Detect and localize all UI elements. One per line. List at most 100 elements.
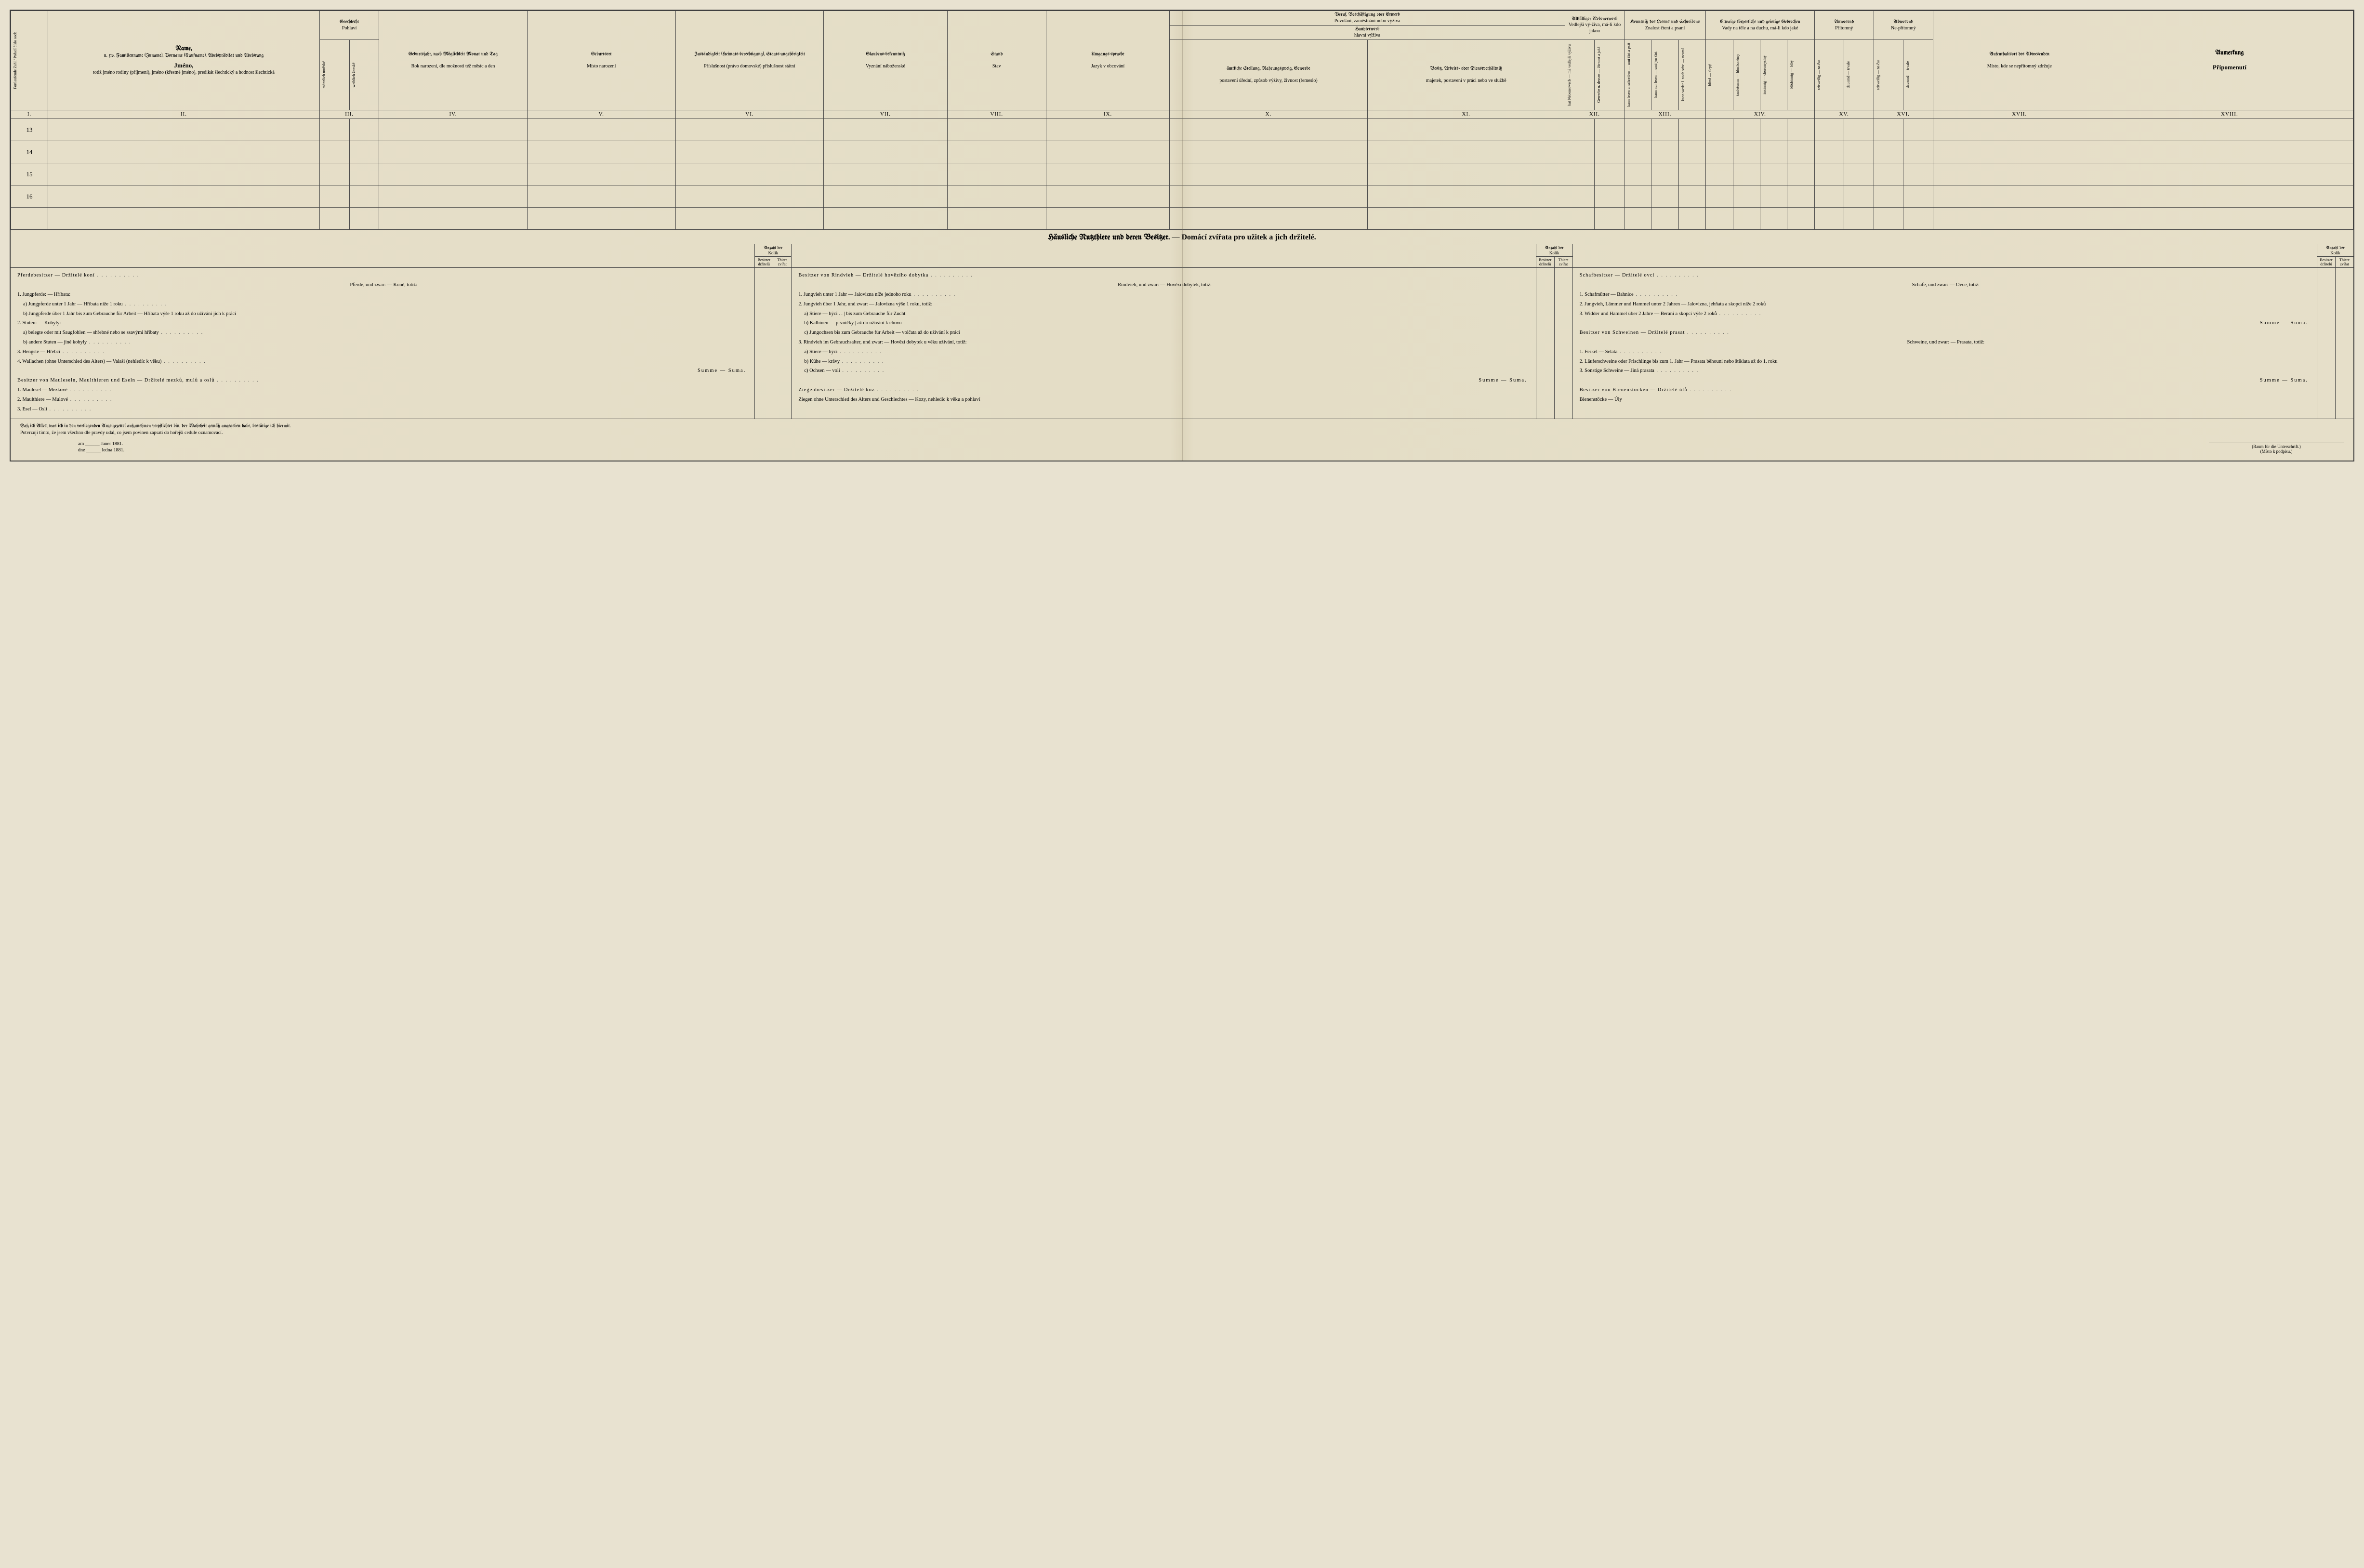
ls1-i1b: b) Jungpferde über 1 Jahr bis zum Gebrau… — [17, 310, 750, 318]
ls3-j1: 1. Ferkel — Selata — [1580, 348, 2312, 356]
col-defects: Etwaige körperliche und geistige Gebrech… — [1706, 11, 1815, 40]
cell — [379, 141, 528, 163]
livestock-title: Häusliche Nutzthiere und deren Besitzer.… — [11, 230, 2353, 244]
rn-10: X. — [1170, 110, 1367, 119]
cell — [1814, 163, 1844, 185]
ls2-h2s: Ziegen ohne Unterschied des Alters und G… — [798, 396, 1531, 404]
cell — [1046, 141, 1169, 163]
cell — [48, 163, 319, 185]
sub16a: zeitweilig — na čas — [1874, 40, 1903, 110]
cell — [1367, 119, 1565, 141]
cell — [379, 208, 528, 230]
col-birthyear: Geburtsjahr, nach Möglichkeit Monat und … — [379, 11, 528, 110]
rn-2: II. — [48, 110, 319, 119]
col-name: Name, u. zw. Familienname (Zuname), Vorn… — [48, 11, 319, 110]
cell — [947, 141, 1046, 163]
sub15b: dauernd — trvale — [1844, 40, 1874, 110]
cell — [1595, 141, 1624, 163]
cell — [2106, 208, 2353, 230]
cell — [824, 163, 947, 185]
sub15a: zeitweilig — na čas — [1814, 40, 1844, 110]
cell — [527, 185, 675, 208]
declaration-cz: Potvrzuji tímto, že jsem všechno dle pra… — [20, 430, 2344, 436]
sub13b: kann nur lesen — umí jen číst — [1651, 40, 1678, 110]
ls3-i1: 1. Schafmütter — Bahnice — [1580, 291, 2312, 299]
ls3-sum2: Summe — Suma. — [1580, 377, 2312, 385]
col-occupation-group: Beruf, Beschäftigung oder Erwerb Povolán… — [1170, 11, 1565, 26]
col-religion: Glaubens-bekenntniß Vyznání náboženské — [824, 11, 947, 110]
col-language: Umgangs-sprache Jazyk v obcování — [1046, 11, 1169, 110]
cell — [1844, 185, 1874, 208]
rn-8: VIII. — [947, 110, 1046, 119]
cell — [527, 163, 675, 185]
cell — [320, 163, 350, 185]
cell — [1760, 119, 1787, 141]
cell — [1760, 208, 1787, 230]
sub13c: kann weder l. noch schr. — neumí — [1678, 40, 1705, 110]
col-nebenerwerb: Allfälliger Nebenerwerb Vedlejší vý-živa… — [1565, 11, 1624, 40]
ls2-i3: 3. Rindvieh im Gebrauchsalter, und zwar:… — [798, 339, 1531, 347]
cell — [1170, 163, 1367, 185]
cell — [675, 185, 824, 208]
footer: Daß ich Alles, was ich in den vorliegend… — [11, 419, 2353, 461]
ls3-h3: Besitzer von Bienenstöcken — Držitelé úl… — [1580, 386, 2312, 395]
cell — [1170, 208, 1367, 230]
cell — [1706, 141, 1733, 163]
cell — [349, 185, 379, 208]
sub12b: Gewerbe u. dessen — živnost a jaká — [1595, 40, 1624, 110]
cell — [48, 141, 319, 163]
livestock-section: Anzahl derKolik Besitzerdržitelů Thierez… — [11, 244, 2353, 419]
cell — [1874, 185, 1903, 208]
cell — [1367, 185, 1565, 208]
cell — [527, 208, 675, 230]
cell — [48, 185, 319, 208]
rn-13: XIII. — [1624, 110, 1705, 119]
cell: 14 — [11, 141, 48, 163]
cell — [1874, 163, 1903, 185]
cell — [947, 185, 1046, 208]
cell — [1760, 141, 1787, 163]
ls1-i3: 3. Hengste — Hřebci — [17, 348, 750, 356]
ls2-i3b: b) Kühe — krávy — [798, 358, 1531, 366]
table-row — [11, 208, 2353, 230]
ls2-sum: Summe — Suma. — [798, 377, 1531, 385]
livestock-col-sheep: Anzahl derKolik Besitzerdržitelů Thierez… — [1573, 244, 2353, 419]
cell — [675, 163, 824, 185]
cell — [2106, 163, 2353, 185]
cell — [1706, 163, 1733, 185]
cell — [349, 141, 379, 163]
cell — [48, 208, 319, 230]
table-row: 15 — [11, 163, 2353, 185]
col-haupterwerb: Haupterwerb hlavní výživa — [1170, 26, 1565, 40]
ls1-i1a: a) Jungpferde unter 1 Jahr — Hříbata níž… — [17, 301, 750, 309]
cell — [1814, 119, 1844, 141]
cell — [1933, 141, 2106, 163]
cell — [527, 119, 675, 141]
col-sex: Geschlecht Pohlaví — [320, 11, 379, 40]
rn-15: XV. — [1814, 110, 1874, 119]
cell — [1565, 119, 1595, 141]
cell — [1046, 185, 1169, 208]
cell — [947, 208, 1046, 230]
ls3-i2: 2. Jungvieh, Lämmer und Hammel unter 2 J… — [1580, 301, 2312, 309]
cell — [1367, 163, 1565, 185]
cell: 15 — [11, 163, 48, 185]
cell — [1678, 119, 1705, 141]
rn-7: VII. — [824, 110, 947, 119]
ls3-h2s: Schweine, und zwar: — Prasata, totiž: — [1580, 339, 2312, 347]
cell — [1760, 163, 1787, 185]
col-sex-f: weiblich ženské — [349, 40, 379, 110]
cell — [1595, 208, 1624, 230]
cell — [1874, 141, 1903, 163]
sig-de: (Raum für die Unterschrift.) — [2209, 444, 2344, 449]
ls1-i2: 2. Stuten: — Kobyly: — [17, 319, 750, 328]
cell — [1787, 185, 1814, 208]
col-x: ämtliche Stellung, Nahrungszweig, Gewerb… — [1170, 40, 1367, 110]
cell — [1651, 163, 1678, 185]
rn-17: XVII. — [1933, 110, 2106, 119]
cell — [1933, 119, 2106, 141]
cell — [1787, 141, 1814, 163]
ls1-i2b: b) andere Stuten — jiné kobyly — [17, 339, 750, 347]
cell — [320, 208, 350, 230]
ls1-i4: 4. Wallachen (ohne Unterschied des Alter… — [17, 358, 750, 366]
